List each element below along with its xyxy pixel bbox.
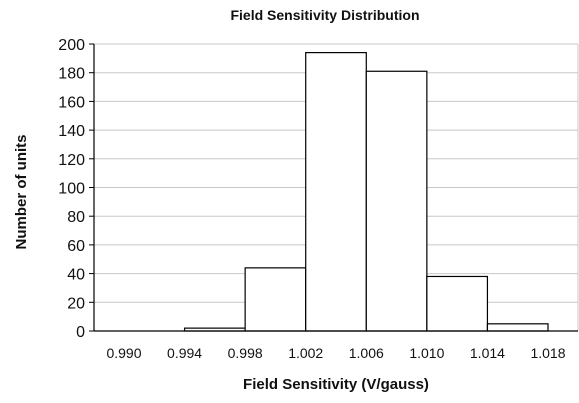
y-tick-label: 120 — [58, 152, 85, 169]
y-tick-label: 60 — [67, 238, 85, 255]
x-tick-label: 0.994 — [167, 345, 202, 361]
y-tick-label: 180 — [58, 66, 85, 83]
x-axis-title: Field Sensitivity (V/gauss) — [243, 376, 429, 393]
y-tick-label: 20 — [67, 295, 85, 312]
y-tick-label: 200 — [58, 37, 85, 54]
y-tick-label: 140 — [58, 123, 85, 140]
y-tick-label: 160 — [58, 94, 85, 111]
chart-title: Field Sensitivity Distribution — [230, 7, 419, 23]
histogram-bar — [305, 52, 367, 332]
histogram-bar — [486, 323, 549, 332]
axes — [89, 43, 578, 332]
histogram-bar — [426, 275, 489, 332]
y-tick-label: 40 — [67, 267, 85, 284]
x-tick-label: 1.010 — [409, 345, 444, 361]
y-tick-labels: 0 20 40 60 80 100 120 140 160 180 200 — [58, 37, 85, 341]
y-tick-label: 100 — [58, 181, 85, 198]
x-tick-label: 1.014 — [470, 345, 505, 361]
x-tick-label: 1.006 — [349, 345, 384, 361]
x-tick-labels: 0.990 0.994 0.998 1.002 1.006 1.010 1.014 1.018 — [106, 345, 565, 361]
x-tick-label: 0.998 — [228, 345, 263, 361]
histogram-bars — [183, 52, 549, 332]
x-tick-label: 0.990 — [106, 345, 141, 361]
histogram-bar — [365, 70, 428, 332]
x-tick-label: 1.002 — [288, 345, 323, 361]
y-tick-label: 80 — [67, 209, 85, 226]
histogram-bar — [244, 267, 307, 332]
y-axis-title: Number of units — [13, 135, 30, 250]
x-tick-label: 1.018 — [530, 345, 565, 361]
y-tick-label: 0 — [76, 324, 85, 341]
